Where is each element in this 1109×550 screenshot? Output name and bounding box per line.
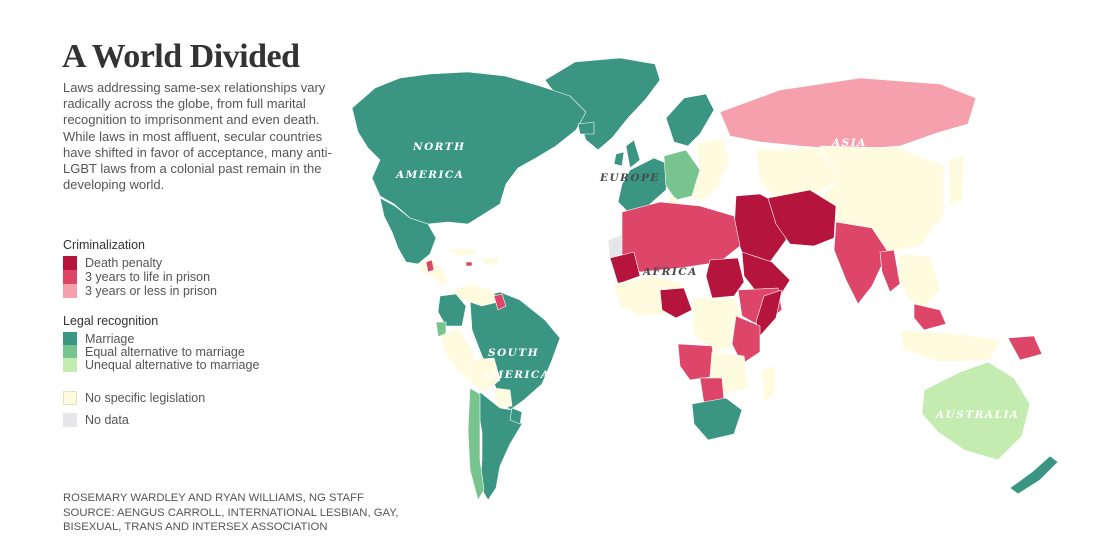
region-north-america — [351, 71, 587, 225]
region-uk — [625, 139, 641, 169]
legend-label-prison-short: 3 years or less in prison — [85, 284, 218, 298]
region-south-africa — [691, 397, 743, 441]
region-russia — [719, 77, 977, 151]
region-mexico — [379, 197, 437, 265]
region-iran-afghanistan — [767, 189, 837, 247]
map-description: Laws addressing same-sex relationships v… — [63, 80, 332, 193]
region-bolivia — [469, 357, 501, 393]
legend-label-death-penalty: Death penalty — [85, 256, 163, 270]
region-eastern-europe — [691, 137, 731, 203]
region-uruguay — [509, 407, 523, 425]
legend-swatch-death-penalty — [63, 256, 77, 270]
legend-swatch-unequal-alternative — [63, 358, 77, 372]
region-argentina — [477, 391, 523, 501]
region-jamaica — [465, 261, 473, 267]
region-paraguay — [493, 387, 513, 409]
label-asia: ASIA — [831, 137, 867, 149]
legend-label-equal-alternative: Equal alternative to marriage — [85, 345, 245, 359]
region-hispaniola — [481, 257, 499, 265]
region-belize — [425, 259, 435, 273]
legend-heading-recognition: Legal recognition — [63, 314, 159, 328]
label-europe: EUROPE — [599, 172, 660, 184]
region-ireland — [613, 151, 625, 167]
region-guyana — [493, 293, 507, 311]
credit-line: BISEXUAL, TRANS AND INTERSEX ASSOCIATION — [63, 521, 328, 533]
legend-heading-criminalization: Criminalization — [63, 238, 145, 252]
legend-swatch-equal-alternative — [63, 345, 77, 359]
credit-line: ROSEMARY WARDLEY AND RYAN WILLIAMS, NG S… — [63, 492, 364, 504]
region-cuba — [444, 247, 481, 257]
region-colombia — [437, 293, 467, 327]
label-north: NORTH — [412, 141, 466, 153]
legend-label-no-data: No data — [85, 413, 129, 427]
world-map: NORTH AMERICA SOUTH AMERICA EUROPE AFRIC… — [351, 57, 1059, 501]
legend-label-prison-long: 3 years to life in prison — [85, 270, 211, 284]
label-north-america: AMERICA — [395, 169, 464, 181]
region-sudan — [705, 257, 745, 299]
legend-item-no-data: No data — [63, 413, 129, 427]
legend-item-unequal-alternative: Unequal alternative to marriage — [63, 358, 259, 372]
legend-swatch-no-legislation — [63, 391, 77, 405]
legend-label-marriage: Marriage — [85, 332, 135, 346]
legend-swatch-prison-short — [63, 284, 77, 298]
region-southeast-asia — [897, 253, 941, 311]
region-chile — [467, 387, 485, 501]
legend-swatch-no-data — [63, 413, 77, 427]
region-central-america — [417, 257, 449, 287]
label-south-america: AMERICA — [481, 369, 550, 381]
region-myanmar — [879, 249, 901, 293]
legend-item-marriage: Marriage — [63, 332, 134, 346]
region-australia — [921, 361, 1031, 461]
region-new-zealand — [1009, 455, 1059, 495]
credits: ROSEMARY WARDLEY AND RYAN WILLIAMS, NG S… — [63, 491, 398, 535]
region-somalia — [755, 289, 783, 337]
legend-swatch-prison-long — [63, 270, 77, 284]
region-papua-new-guinea — [1007, 335, 1043, 361]
region-indonesia — [899, 329, 1001, 363]
region-malaysia — [913, 303, 947, 331]
region-madagascar — [761, 365, 777, 403]
label-australia: AUSTRALIA — [935, 409, 1020, 421]
region-india — [833, 221, 889, 305]
region-nigeria — [659, 287, 693, 319]
legend-item-prison-long: 3 years to life in prison — [63, 270, 210, 284]
label-south: SOUTH — [488, 347, 539, 359]
legend-item-equal-alternative: Equal alternative to marriage — [63, 345, 245, 359]
region-iceland — [577, 121, 595, 135]
credit-line: SOURCE: AENGUS CARROLL, INTERNATIONAL LE… — [63, 506, 399, 519]
label-africa: AFRICA — [642, 266, 698, 278]
legend-item-death-penalty: Death penalty — [63, 256, 162, 270]
legend-item-prison-short: 3 years or less in prison — [63, 284, 217, 298]
legend-swatch-marriage — [63, 332, 77, 346]
region-scandinavia — [665, 93, 715, 147]
map-title: A World Divided — [62, 38, 300, 75]
region-east-africa — [731, 315, 761, 365]
legend-label-no-legislation: No specific legislation — [85, 391, 206, 405]
legend-item-no-legislation: No specific legislation — [63, 391, 205, 405]
region-mauritania — [609, 251, 641, 285]
legend-label-unequal-alternative: Unequal alternative to marriage — [85, 358, 260, 372]
region-japan-korea — [947, 155, 965, 207]
